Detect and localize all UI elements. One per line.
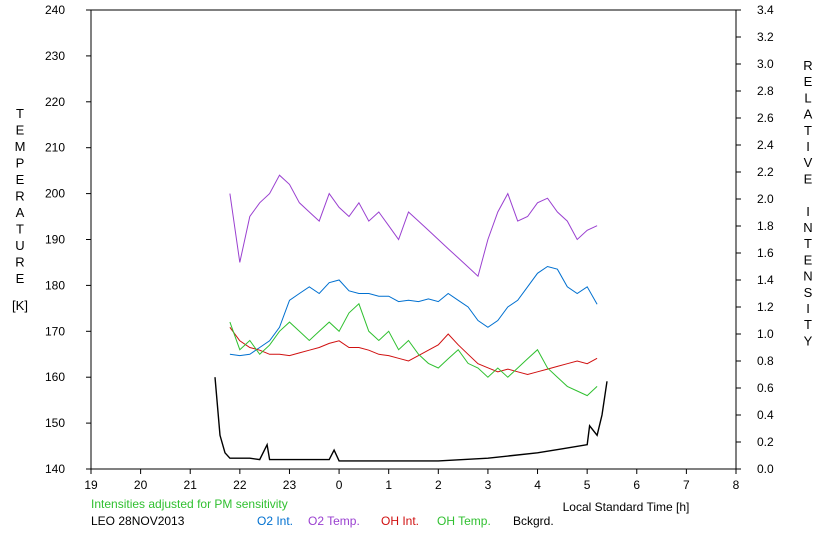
y-right-title-letter: T <box>804 236 812 251</box>
y-right-title-letter: I <box>806 139 810 154</box>
y-right-title-letter: L <box>804 90 811 105</box>
y-right-title-letter: A <box>804 107 813 122</box>
legend-item-o2-temp: O2 Temp. <box>308 514 360 528</box>
y-left-tick-label: 150 <box>45 416 65 430</box>
x-tick-label: 22 <box>233 478 247 492</box>
y-left-tick-label: 190 <box>45 233 65 247</box>
y-left-title-letter: E <box>16 172 25 187</box>
y-left-title-letter: A <box>16 205 25 220</box>
series-o2-temp <box>229 174 598 278</box>
note-text: Intensities adjusted for PM sensitivity <box>91 497 288 511</box>
y-left-title-letter: M <box>15 139 26 154</box>
y-left-tick-label: 180 <box>45 278 65 292</box>
series-layer <box>214 174 608 462</box>
y-right-tick-label: 0.6 <box>757 381 774 395</box>
x-tick-label: 8 <box>733 478 740 492</box>
legend-item-oh-int: OH Int. <box>381 514 419 528</box>
legend: O2 Int. O2 Temp. OH Int. OH Temp. Bckgrd. <box>257 514 554 528</box>
x-tick-label: 3 <box>485 478 492 492</box>
y-right-tick-label: 3.0 <box>757 57 774 71</box>
x-axis: 19 20 21 22 23 0 1 2 3 4 5 6 7 8 <box>84 469 740 492</box>
y-right-title-letter: N <box>803 220 812 235</box>
x-tick-label: 6 <box>633 478 640 492</box>
y-right-tick-label: 3.2 <box>757 30 774 44</box>
y-left-title-letter: T <box>16 106 24 121</box>
y-right-tick-label: 1.0 <box>757 327 774 341</box>
y-right-title-letter: E <box>804 252 813 267</box>
y-right-title-letter: I <box>806 204 810 219</box>
y-right-tick-label: 0.0 <box>757 462 774 476</box>
legend-item-bckgrd: Bckgrd. <box>513 514 554 528</box>
x-tick-label: 21 <box>184 478 198 492</box>
y-left-title-letter: E <box>16 123 25 138</box>
y-right-title-letter: Y <box>804 333 813 348</box>
y-right-tick-label: 1.8 <box>757 219 774 233</box>
y-left-title-letter: E <box>16 271 25 286</box>
y-left-tick-label: 230 <box>45 49 65 63</box>
y-right-tick-label: 2.0 <box>757 192 774 206</box>
y-right-title-letter: R <box>803 58 812 73</box>
y-right-title-letter: E <box>804 74 813 89</box>
y-right-tick-label: 1.2 <box>757 300 774 314</box>
y-right-tick-label: 0.8 <box>757 354 774 368</box>
series-o2-int <box>229 265 598 357</box>
x-tick-label: 4 <box>534 478 541 492</box>
y-left-title-letter: P <box>16 156 25 171</box>
y-right-title-letter: I <box>806 301 810 316</box>
legend-item-o2-int: O2 Int. <box>257 514 293 528</box>
y-left-tick-label: 140 <box>45 462 65 476</box>
x-tick-label: 0 <box>336 478 343 492</box>
y-left-title-letter: T <box>16 222 24 237</box>
y-right-title-letter: S <box>804 285 813 300</box>
legend-item-oh-temp: OH Temp. <box>437 514 491 528</box>
plot-frame <box>90 9 737 470</box>
x-axis-title: Local Standard Time [h] <box>563 500 690 514</box>
x-tick-label: 5 <box>584 478 591 492</box>
y-axis-left: 140 150 160 170 180 190 200 210 220 230 240 <box>45 3 91 476</box>
y-left-tick-label: 160 <box>45 370 65 384</box>
y-left-tick-label: 170 <box>45 324 65 338</box>
y-left-tick-label: 220 <box>45 95 65 109</box>
y-right-tick-label: 1.4 <box>757 273 774 287</box>
series-oh-int <box>229 327 598 376</box>
y-right-tick-label: 0.4 <box>757 408 774 422</box>
y-right-title-letter: V <box>804 155 813 170</box>
x-tick-label: 7 <box>683 478 690 492</box>
y-right-tick-label: 3.4 <box>757 3 774 17</box>
y-left-tick-label: 200 <box>45 187 65 201</box>
y-left-title-letter: R <box>15 189 24 204</box>
x-tick-label: 19 <box>84 478 98 492</box>
x-tick-label: 20 <box>134 478 148 492</box>
y-right-tick-label: 1.6 <box>757 246 774 260</box>
y-left-title-letter: R <box>15 255 24 270</box>
y-right-title-letter: N <box>803 269 812 284</box>
x-tick-label: 2 <box>435 478 442 492</box>
x-tick-label: 23 <box>283 478 297 492</box>
y-right-tick-label: 2.6 <box>757 111 774 125</box>
y-left-title-letter: U <box>15 238 24 253</box>
y-right-tick-label: 2.2 <box>757 165 774 179</box>
y-right-title-letter: T <box>804 123 812 138</box>
series-oh-temp <box>229 302 598 397</box>
y-left-unit: [K] <box>12 298 28 313</box>
y-right-tick-label: 2.8 <box>757 84 774 98</box>
y-right-title-letter: E <box>804 171 813 186</box>
x-tick-label: 1 <box>385 478 392 492</box>
series-bckgrd <box>214 377 608 462</box>
y-left-tick-label: 240 <box>45 3 65 17</box>
y-right-tick-label: 2.4 <box>757 138 774 152</box>
y-right-tick-label: 0.2 <box>757 435 774 449</box>
station-date-label: LEO 28NOV2013 <box>91 514 185 528</box>
y-left-tick-label: 210 <box>45 141 65 155</box>
y-right-title-letter: T <box>804 317 812 332</box>
y-axis-right: 0.0 0.2 0.4 0.6 0.8 1.0 1.2 1.4 1.6 1.8 2.0 2.2 2.4 2… <box>736 3 774 476</box>
